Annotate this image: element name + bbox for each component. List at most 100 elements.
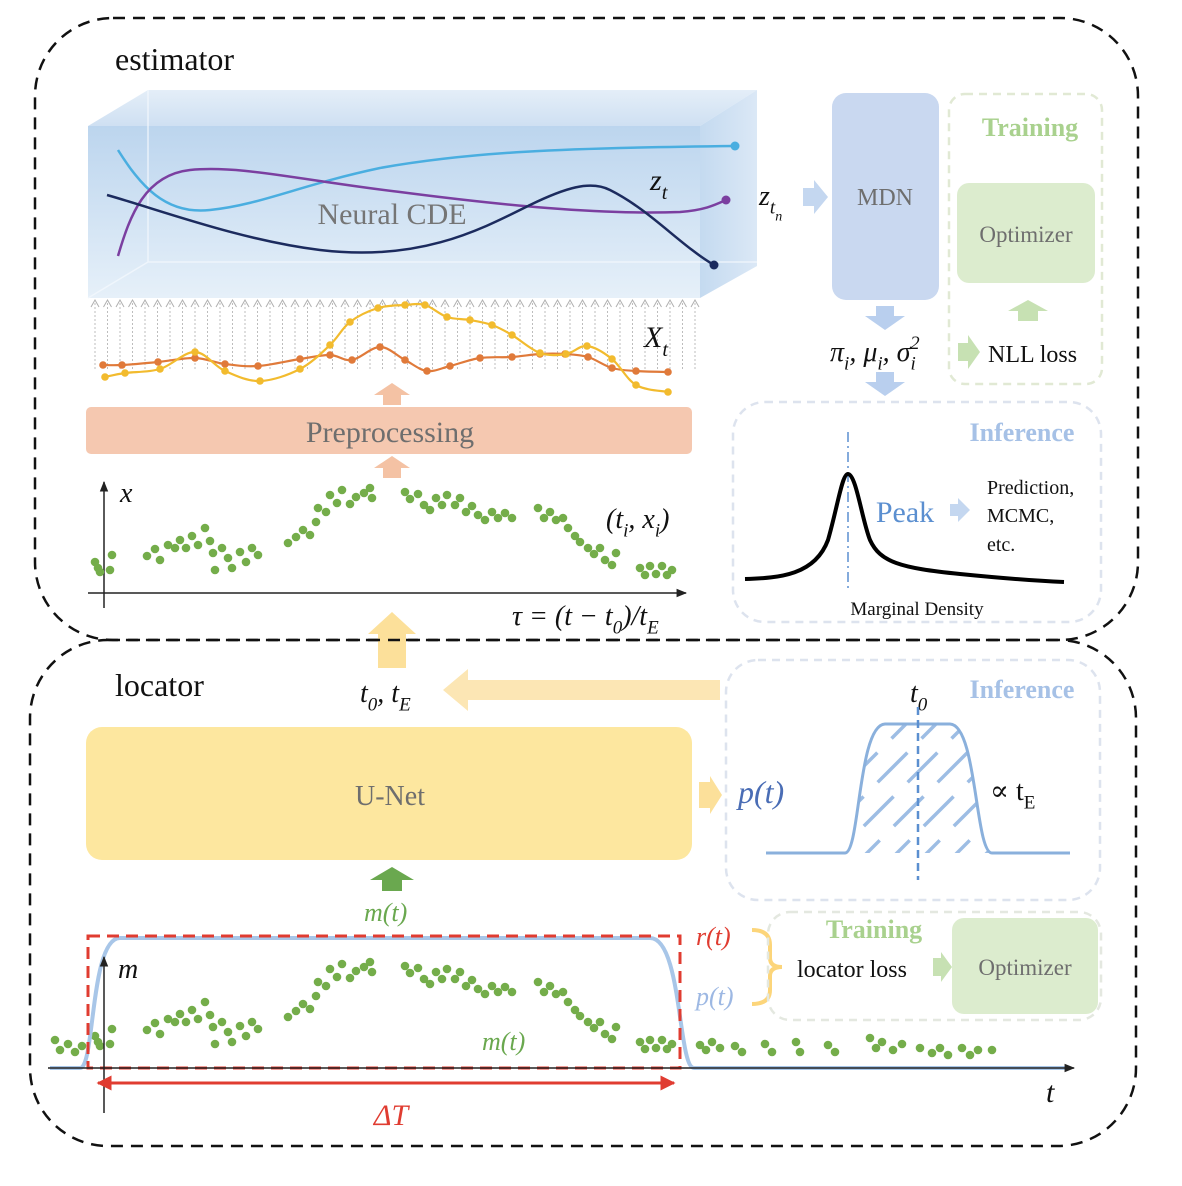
orange-series-point: [664, 368, 672, 376]
orange-series-point: [508, 353, 516, 361]
observation-dot: [235, 547, 245, 557]
observation-dot: [365, 483, 375, 493]
orange-series-point: [423, 367, 431, 375]
signal-arrow-head: [303, 298, 312, 308]
orange-series-point: [326, 351, 334, 359]
signal-arrow-head: [503, 298, 512, 308]
mask-dot: [539, 987, 549, 997]
mask-dot: [107, 1024, 117, 1034]
observation-dot: [589, 549, 599, 559]
mask-dot: [987, 1045, 997, 1055]
signal-arrow-head: [540, 298, 550, 308]
neural-cde-side-face: [700, 90, 757, 298]
estimator-optimizer-box: [957, 183, 1095, 283]
orange-series-point: [191, 354, 199, 362]
observation-dot: [545, 507, 555, 517]
scatter-x-axis-label: τ = (t − t0)/tE: [512, 601, 659, 638]
observation-points-label: (ti, xi): [606, 504, 669, 541]
latent-end-point: [730, 141, 740, 151]
mask-dot: [467, 975, 477, 985]
signal-arrow-head: [615, 298, 625, 308]
mask-dot: [823, 1040, 833, 1050]
mask-dot: [973, 1045, 983, 1055]
mask-dot: [701, 1045, 711, 1055]
observation-dot: [473, 510, 483, 520]
interpolated-series: [99, 301, 672, 396]
hatch-line: [878, 724, 992, 853]
signal-arrow-head: [103, 298, 112, 308]
mask-dot: [337, 959, 347, 969]
observation-dot: [337, 485, 347, 495]
preprocessing-bar: [86, 407, 692, 454]
observation-dot: [558, 513, 568, 523]
observation-dot: [193, 540, 203, 550]
mask-points: [50, 957, 997, 1060]
observation-dot: [163, 540, 173, 550]
observation-dot: [570, 531, 580, 541]
observation-dot: [105, 565, 115, 575]
mask-dot: [321, 981, 331, 991]
r-window-box: [86, 934, 682, 1070]
locator-inference-title: Inference: [970, 675, 1075, 704]
signal-arrow-head: [240, 298, 250, 308]
signal-arrow-head: [565, 298, 575, 308]
signal-arrow-head: [253, 298, 262, 308]
observation-dot: [539, 513, 549, 523]
orange-series-point: [254, 362, 262, 370]
mask-dot: [425, 979, 435, 989]
orange-series-point: [118, 361, 126, 369]
yellow-series-point: [466, 316, 474, 324]
orange-series-point: [296, 355, 304, 363]
unet-label: U-Net: [355, 781, 425, 812]
up-arrow-into-optimizer: [1008, 300, 1048, 321]
mask-dot: [431, 967, 441, 977]
signal-arrow-head: [165, 298, 175, 308]
yellow-series-point: [401, 301, 409, 309]
yellow-series-point: [443, 313, 451, 321]
mask-dot: [150, 1018, 160, 1028]
observation-dot: [425, 505, 435, 515]
hatch-line: [848, 724, 992, 853]
observation-dot: [313, 503, 323, 513]
control-signal-arrows: [90, 298, 700, 370]
inference-use-prediction: Prediction,: [987, 477, 1074, 499]
yellow-series-point: [374, 304, 382, 312]
mask-dot: [77, 1041, 87, 1051]
mask-dot: [193, 1014, 203, 1024]
locator-boundary: [28, 638, 1138, 1148]
locator-title: locator: [115, 667, 204, 703]
observation-dot: [607, 560, 617, 570]
observation-dot: [431, 493, 441, 503]
signal-arrow-head: [90, 298, 100, 308]
observation-dot: [367, 493, 377, 503]
signal-arrow-head: [178, 298, 187, 308]
mask-dot: [170, 1017, 180, 1027]
mask-dot: [480, 989, 490, 999]
mask-dot: [595, 1017, 605, 1027]
mask-dot: [695, 1040, 705, 1050]
observation-dot: [208, 548, 218, 558]
peak-label: Peak: [876, 496, 934, 529]
orange-series-point: [376, 343, 384, 351]
event-window-hatch: [845, 724, 992, 853]
signal-arrow-head: [465, 298, 475, 308]
mask-dot: [545, 981, 555, 991]
observation-dot: [325, 490, 335, 500]
observation-points: [90, 483, 677, 580]
signal-arrow-head: [603, 298, 612, 308]
observation-scatter: x (ti, xi) τ = (t − t0)/tE: [88, 478, 688, 638]
estimator-training-title: Training: [982, 113, 1078, 142]
mask-dot: [575, 1011, 585, 1021]
latent-end-point: [709, 260, 719, 270]
mask-dot: [563, 997, 573, 1007]
mask-dot: [943, 1050, 953, 1060]
mask-dot: [455, 967, 465, 977]
mask-dot: [795, 1047, 805, 1057]
mask-dot: [227, 1037, 237, 1047]
mask-dot: [63, 1039, 73, 1049]
orange-series-line: [102, 345, 669, 374]
mask-dot: [507, 987, 517, 997]
handoff-parameters-label: t0, tE: [360, 678, 411, 715]
neural-cde-top-face: [88, 90, 757, 126]
observation-dot: [247, 543, 257, 553]
